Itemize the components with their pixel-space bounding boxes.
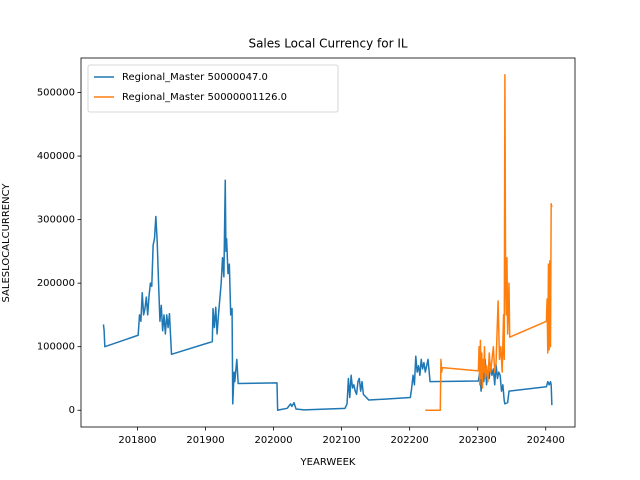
x-tick-label: 202000 xyxy=(254,435,292,446)
x-tick-label: 202400 xyxy=(527,435,565,446)
y-tick-label: 200000 xyxy=(37,278,75,289)
plot-frame xyxy=(80,57,576,428)
x-tick-label: 201800 xyxy=(118,435,156,446)
x-tick-label: 202100 xyxy=(323,435,361,446)
y-tick-label: 100000 xyxy=(37,342,75,353)
x-tick-label: 201900 xyxy=(186,435,224,446)
chart-title: Sales Local Currency for IL xyxy=(248,37,407,51)
y-axis-label: SALESLOCALCURRENCY xyxy=(1,183,12,303)
x-tick-label: 202200 xyxy=(391,435,429,446)
x-tick-label: 202300 xyxy=(459,435,497,446)
series-line xyxy=(425,74,553,411)
y-tick-label: 500000 xyxy=(37,88,75,99)
y-tick-label: 300000 xyxy=(37,215,75,226)
x-axis-label: YEARWEEK xyxy=(300,457,356,468)
legend-label: Regional_Master 50000047.0 xyxy=(122,72,268,83)
y-tick-label: 0 xyxy=(69,405,75,416)
y-tick-label: 400000 xyxy=(37,151,75,162)
legend-label: Regional_Master 50000001126.0 xyxy=(122,92,287,103)
legend-box xyxy=(87,64,339,113)
